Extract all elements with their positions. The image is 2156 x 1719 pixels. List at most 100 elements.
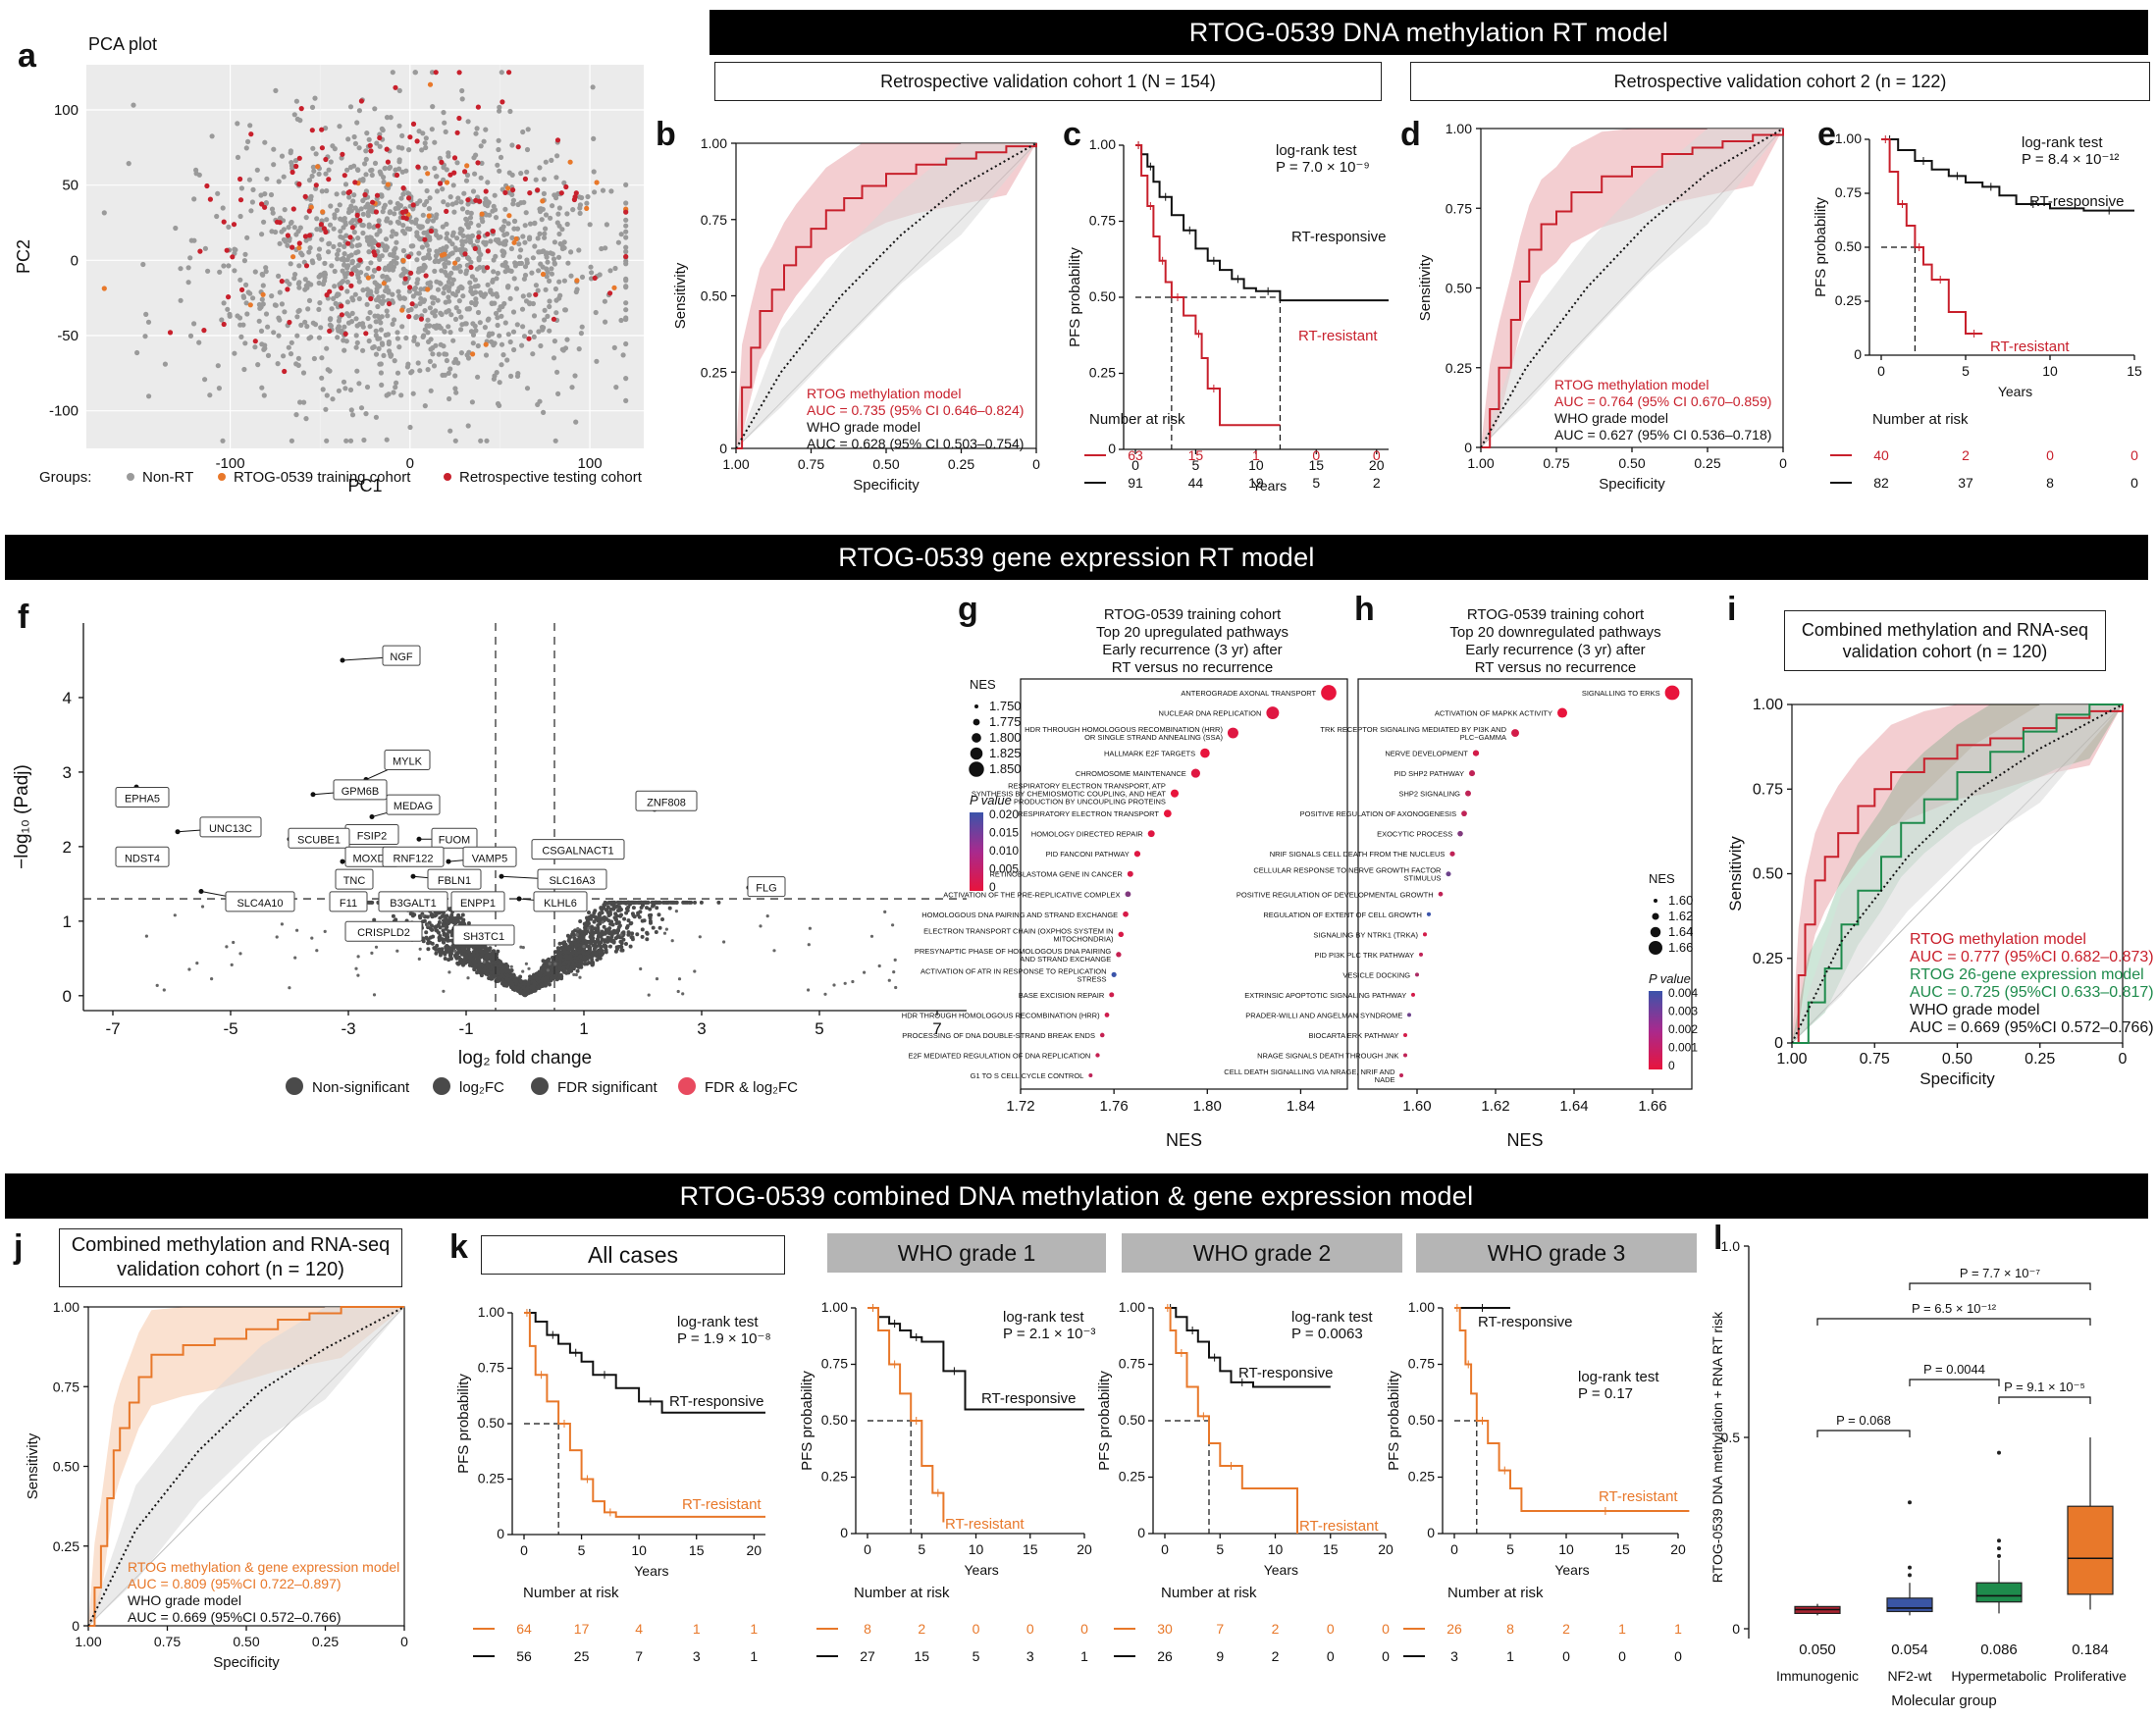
volcano-xtick-label: -3	[341, 1019, 355, 1038]
pca-point-nonrt	[463, 238, 469, 244]
pca-point-nonrt	[602, 298, 608, 304]
pca-point-testing	[462, 251, 468, 257]
km-k-all-risk-count: 25	[574, 1648, 590, 1664]
volcano-point	[512, 978, 516, 983]
pca-point-nonrt	[525, 127, 531, 132]
km-k-g2-ytick-label: 0.25	[1119, 1469, 1145, 1485]
pca-point-nonrt	[543, 212, 550, 218]
volcano-point-sparse	[238, 952, 242, 956]
pca-point-nonrt	[495, 322, 500, 329]
km-k-g1-ytick-label: 0.25	[821, 1469, 848, 1485]
pca-point-nonrt	[332, 284, 338, 289]
volcano-point	[536, 985, 541, 990]
volcano-point-sparse	[676, 989, 680, 994]
pca-point-nonrt	[508, 373, 514, 379]
volcano-point	[599, 934, 604, 939]
volcano-point	[522, 981, 527, 986]
pca-point-nonrt	[416, 129, 422, 134]
km-k-all-xtick-label: 20	[746, 1542, 762, 1558]
pca-point-nonrt	[400, 266, 406, 272]
pca-point-nonrt	[599, 245, 605, 252]
volcano-point	[614, 904, 619, 909]
volcano-point-sparse	[578, 975, 582, 979]
pca-point-nonrt	[344, 288, 350, 294]
pca-point-training	[247, 302, 253, 308]
pca-point-nonrt	[427, 305, 433, 311]
volcano-point	[544, 982, 548, 986]
volcano-point	[466, 921, 471, 925]
km-k-g2-risk-count: 0	[1327, 1621, 1335, 1637]
roc-j-ytick-label: 0.25	[53, 1538, 79, 1554]
pca-point-nonrt	[465, 201, 471, 207]
km-k-g2-test: log-rank test	[1291, 1309, 1373, 1326]
pca-point-nonrt	[243, 145, 249, 151]
volcano-point	[639, 906, 644, 910]
pca-point-nonrt	[335, 256, 341, 262]
pca-point-testing	[285, 233, 290, 238]
pca-point-nonrt	[452, 292, 458, 298]
km-k-g1-risk-count: 0	[1080, 1621, 1088, 1637]
pca-point-testing	[623, 209, 629, 215]
volcano-point	[631, 906, 636, 911]
pca-point-testing	[279, 279, 285, 285]
pca-point-nonrt	[292, 272, 298, 278]
km-k-g2-number-at-risk: Number at risk	[1161, 1585, 1257, 1601]
roc-b-legend-name-0: RTOG methylation model	[807, 386, 961, 401]
pca-point-testing	[237, 197, 244, 203]
pca-point-nonrt	[441, 199, 447, 205]
pca-point-nonrt	[517, 254, 523, 260]
pca-point-nonrt	[428, 346, 434, 352]
pca-point-nonrt	[452, 438, 458, 443]
pca-point-nonrt	[131, 102, 136, 108]
volcano-point	[461, 944, 466, 949]
pca-point-nonrt	[342, 271, 347, 277]
pca-point-nonrt	[396, 87, 402, 93]
pca-point-nonrt	[544, 274, 550, 280]
pca-point-nonrt	[288, 261, 293, 267]
volcano-point	[651, 900, 655, 905]
pca-point-nonrt	[459, 87, 465, 94]
volcano-point	[497, 970, 501, 975]
pca-point-nonrt	[425, 217, 432, 223]
pca-point-testing	[347, 234, 353, 240]
pca-point-nonrt	[343, 438, 349, 443]
volcano-point	[635, 932, 640, 937]
volcano-point-sparse	[453, 949, 457, 953]
pca-point-nonrt	[522, 239, 528, 245]
pca-ytick-label: -100	[49, 403, 79, 420]
volcano-point-sparse	[823, 992, 827, 996]
pca-point-nonrt	[467, 215, 474, 221]
panel-letter-h: h	[1354, 591, 1375, 628]
pca-point-nonrt	[623, 397, 629, 403]
pca-point-nonrt	[393, 385, 398, 391]
km-k-all-pvalue: P = 1.9 × 10⁻⁸	[677, 1330, 771, 1347]
pca-point-nonrt	[376, 218, 382, 224]
roc-d-legend-auc-1: AUC = 0.627 (95% CI 0.536–0.718)	[1554, 427, 1771, 443]
volcano-point-sparse	[280, 922, 284, 926]
pca-point-testing	[484, 265, 491, 271]
pca-point-nonrt	[450, 182, 456, 188]
pca-point-nonrt	[541, 177, 548, 182]
pca-point-nonrt	[368, 289, 374, 295]
pca-point-nonrt	[501, 239, 507, 245]
pca-point-nonrt	[431, 363, 438, 369]
volcano-point-sparse	[374, 945, 379, 949]
km-k-g1-risk-count: 1	[1080, 1648, 1088, 1664]
km-c-xtick-label: 10	[1248, 457, 1264, 473]
km-k-g3-ytick-label: 0.75	[1408, 1356, 1435, 1372]
pca-point-testing	[348, 283, 354, 288]
pca-point-nonrt	[436, 234, 442, 240]
pca-point-nonrt	[336, 247, 342, 253]
volcano-point	[426, 947, 431, 952]
pca-point-nonrt	[453, 200, 459, 206]
km-k-g3-risk-count: 26	[1446, 1621, 1462, 1637]
volcano-point	[445, 913, 449, 918]
h-title-line2: Top 20 downregulated pathways	[1449, 624, 1661, 641]
volcano-point	[454, 955, 458, 960]
volcano-point	[485, 963, 490, 967]
pca-point-nonrt	[481, 268, 487, 274]
pca-point-testing	[349, 225, 355, 231]
volcano-point	[613, 949, 618, 954]
pca-point-nonrt	[400, 295, 407, 301]
pca-point-nonrt	[373, 351, 380, 357]
